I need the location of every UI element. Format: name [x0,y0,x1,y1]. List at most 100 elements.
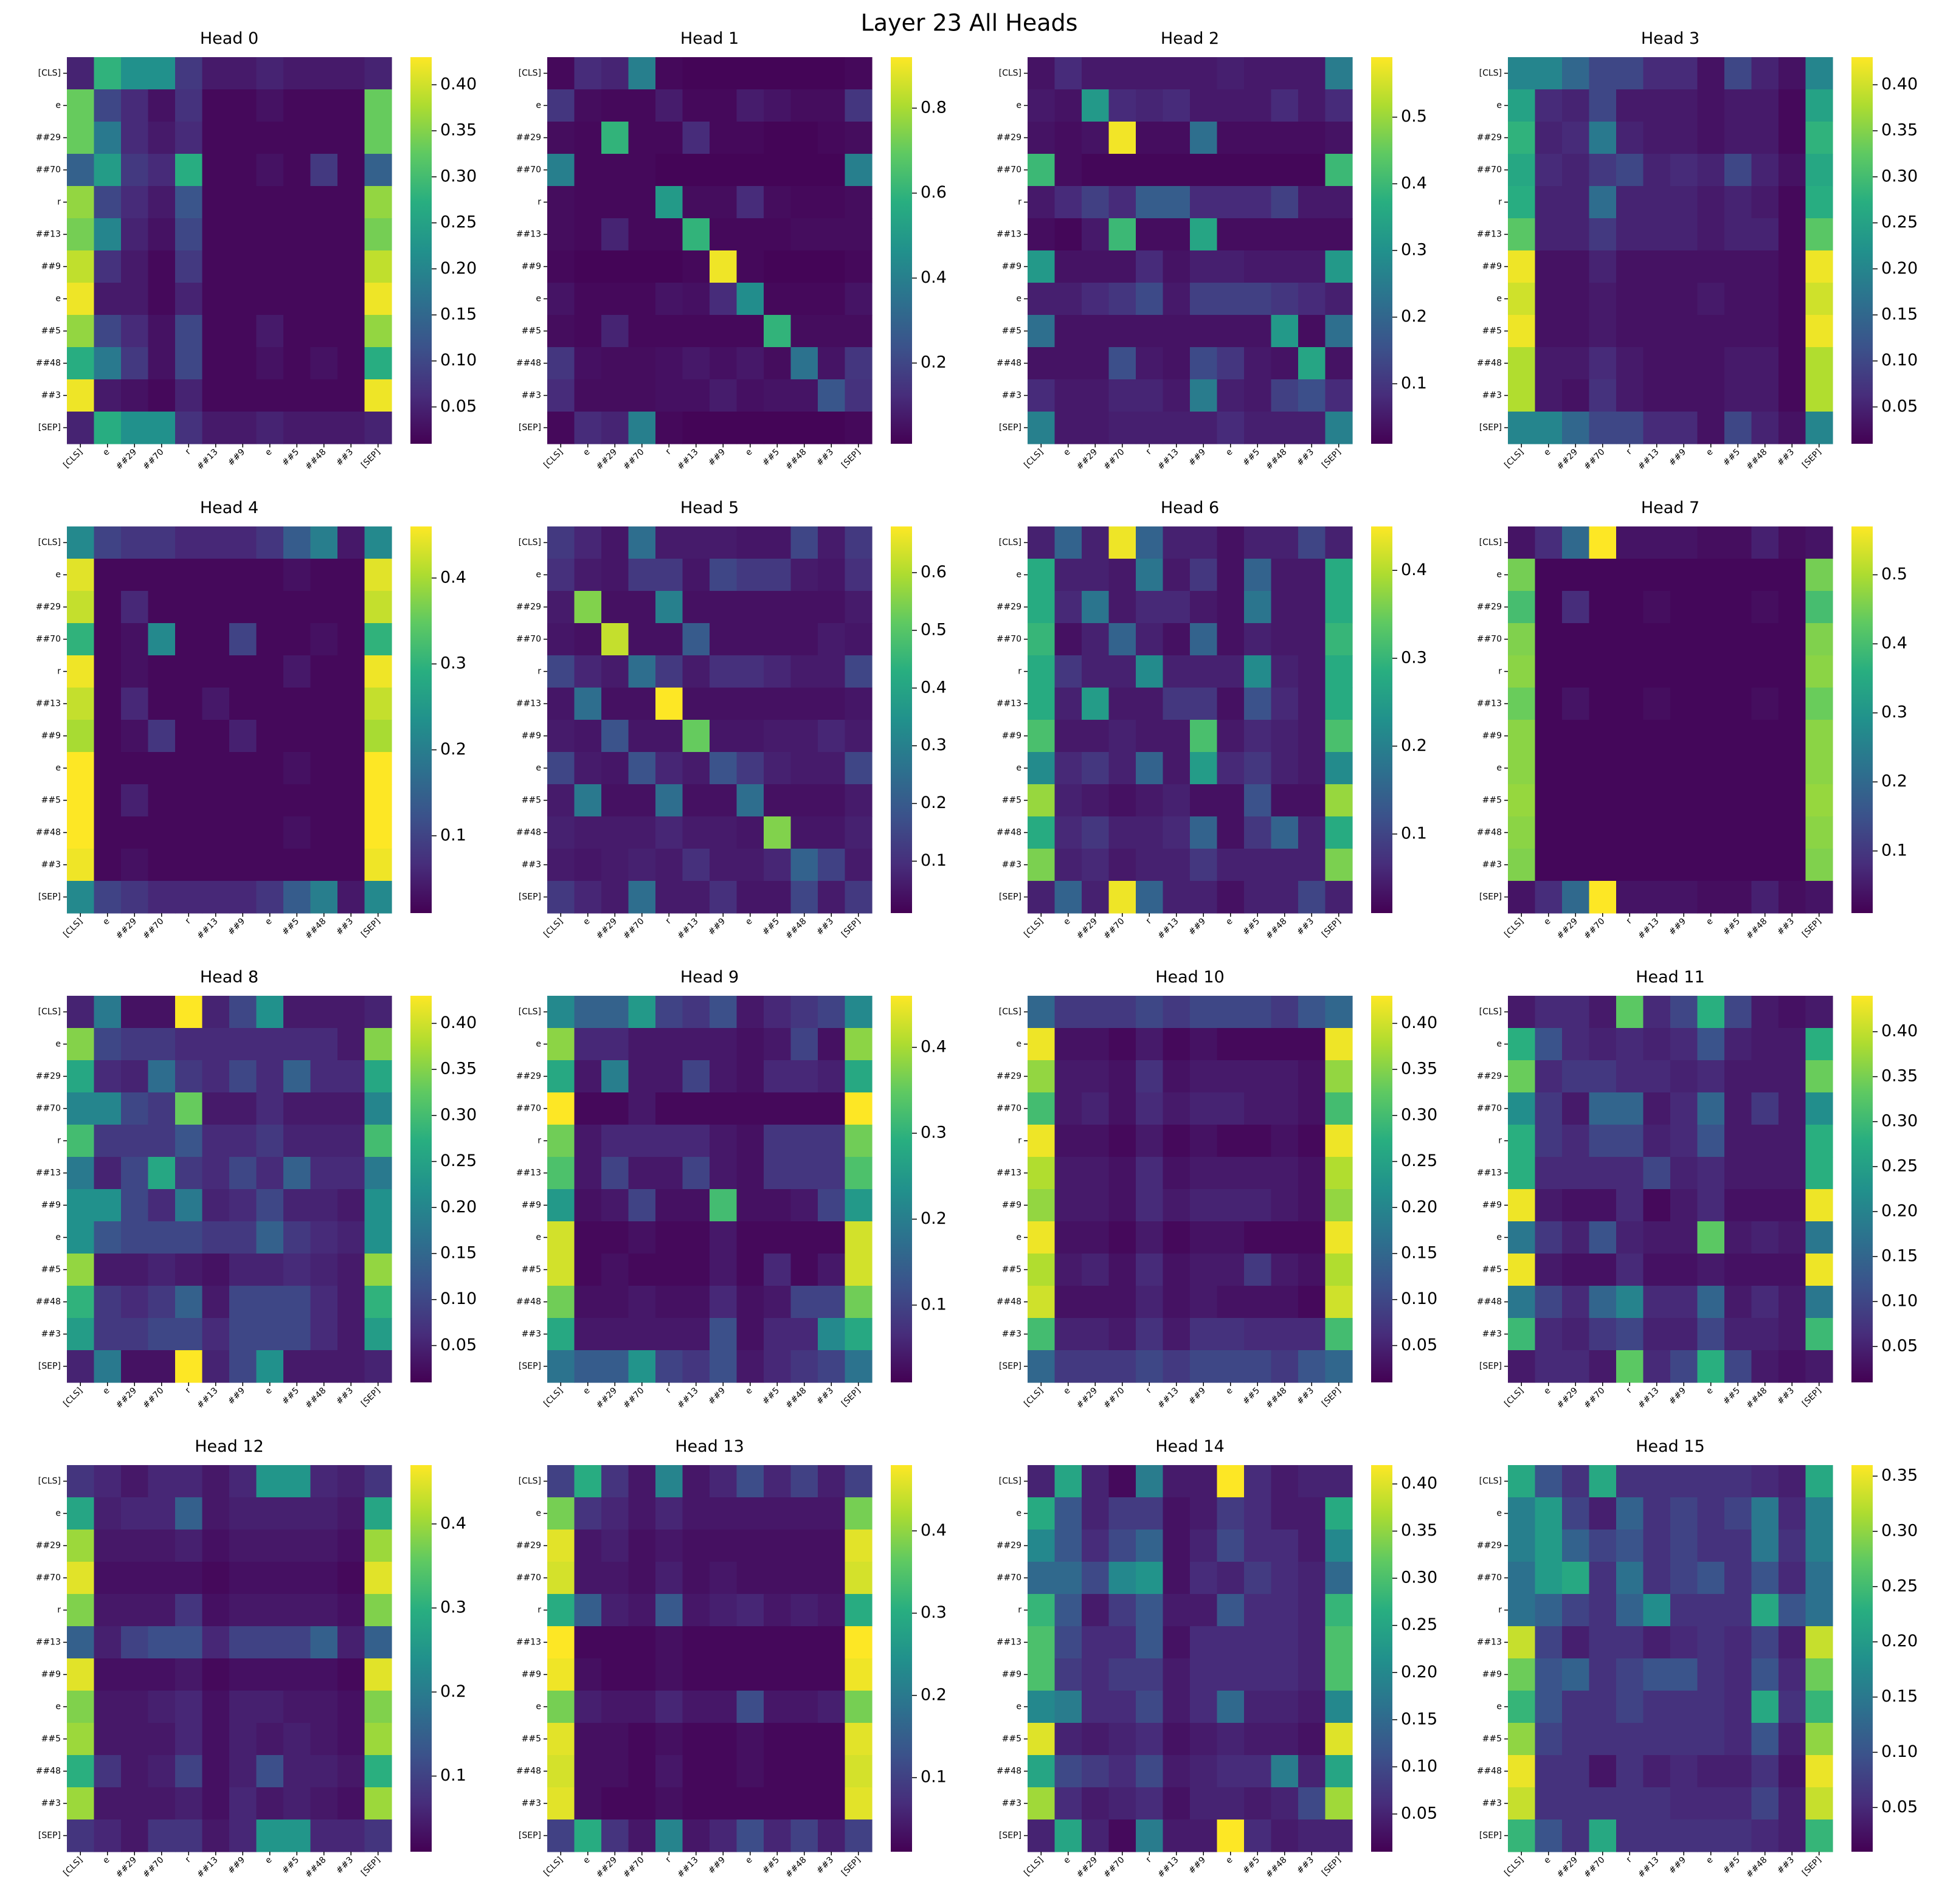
heatmap-cell [1805,784,1833,817]
heatmap-cell [337,1221,365,1254]
heatmap-cell [175,1254,203,1286]
y-tick-label: [SEP] [999,1362,1021,1371]
heatmap-cell [710,591,738,624]
heatmap-cell [1643,122,1671,154]
heatmap-cell [1697,283,1725,316]
heatmap-cell [1271,1658,1299,1691]
x-tick-label: [CLS] [1502,1855,1526,1878]
heatmap-cell [1190,591,1218,624]
heatmap-cell [1508,250,1536,283]
heatmap-cell [121,315,149,348]
heatmap-cell [574,526,602,559]
heatmap-cell [202,1221,230,1254]
heatmap-cell [1054,1350,1082,1383]
heatmap-cell [121,1723,149,1756]
heatmap-cell [1136,526,1164,559]
colorbar-tick-label: 0.2 [1401,307,1427,326]
heatmap-cell [1082,1691,1110,1723]
x-tick-label: ##5 [1241,1386,1262,1407]
y-tick-label: ##5 [522,1734,541,1744]
heatmap-cell [764,1092,792,1125]
heatmap-cell [337,57,365,90]
heatmap-cell [1325,250,1353,283]
heatmap-cell [256,250,284,283]
heatmap-cell [94,1723,122,1756]
heatmap-cell [1697,1691,1725,1723]
heatmap-cell [1028,1626,1056,1659]
heatmap-cell [818,1819,846,1852]
colorbar-tick-label: 0.15 [1881,305,1918,324]
y-tick-label: [CLS] [519,69,541,78]
heatmap-cell [1163,1465,1191,1498]
heatmap-cell [1805,996,1833,1029]
x-tick-label: [SEP] [840,447,863,471]
heatmap-cell [601,218,629,251]
heatmap-cell [1163,315,1191,348]
heatmap-cell [1724,57,1752,90]
heatmap-cell [337,591,365,624]
heatmap-cell [601,1157,629,1190]
heatmap-cell [1643,1125,1671,1157]
x-tick-label: r [1144,916,1154,926]
heatmap-cell [547,250,575,283]
y-tick-label: ##48 [36,1767,61,1776]
heatmap-cell [202,1497,230,1530]
heatmap-cell [845,379,873,412]
heatmap-cell [1508,1530,1536,1562]
heatmap-cell [1054,154,1082,187]
heatmap-cell [148,283,176,316]
heatmap-cell [710,1691,738,1723]
heatmap-cell [845,1286,873,1319]
colorbar-tick-label: 0.25 [1401,1615,1437,1634]
heatmap-cell [1697,1350,1725,1383]
y-tick-label: [SEP] [1479,892,1502,902]
heatmap-cell [202,250,230,283]
heatmap-cell [736,559,764,592]
heatmap-cell [1298,283,1326,316]
heatmap-cell [364,752,392,785]
heatmap-cell [1778,655,1806,688]
heatmap-cell [1082,57,1110,90]
heatmap-cell [121,412,149,444]
x-tick-label: ##13 [676,1386,700,1411]
heatmap-cell [601,1497,629,1530]
heatmap-cell [1643,623,1671,656]
heatmap-cell [94,720,122,753]
heatmap-cell [1108,655,1136,688]
x-tick-label: e [101,1855,111,1866]
heatmap-cell [1217,784,1245,817]
heatmap-cell [736,849,764,881]
heatmap-cell [256,1060,284,1093]
colorbar-tick-label: 0.5 [1881,565,1907,584]
heatmap-cell [655,379,683,412]
x-tick-label: ##48 [303,917,328,942]
heatmap-cell [283,752,311,785]
heatmap-cell [1217,1028,1245,1061]
y-tick-label: ##5 [522,796,541,805]
heatmap-cell [121,1465,149,1498]
heatmap-cell [229,1755,257,1788]
heatmap-cell [1163,250,1191,283]
heatmap-cell [256,1819,284,1852]
heatmap-cell [790,412,818,444]
heatmap-cell [1271,816,1299,849]
heatmap-cell [655,1060,683,1093]
heatmap-cell [202,784,230,817]
heatmap-cell [1697,881,1725,914]
heatmap-cell [1805,1626,1833,1659]
x-tick-label: ##3 [1295,447,1316,468]
heatmap-cell [1643,1465,1671,1498]
y-tick-label: ##48 [516,1297,541,1307]
heatmap-cell [94,1221,122,1254]
heatmap-cell [67,1221,95,1254]
heatmap-cell [1562,1594,1590,1627]
heatmap-cell [1271,1562,1299,1595]
heatmap-cell [1054,1819,1082,1852]
heatmap-cell [574,1530,602,1562]
heatmap-cell [601,1626,629,1659]
heatmap-cell [818,1286,846,1319]
heatmap-cell [1778,1254,1806,1286]
heatmap-cell [628,1350,656,1383]
heatmap-cell [655,526,683,559]
heatmap-cell [67,379,95,412]
